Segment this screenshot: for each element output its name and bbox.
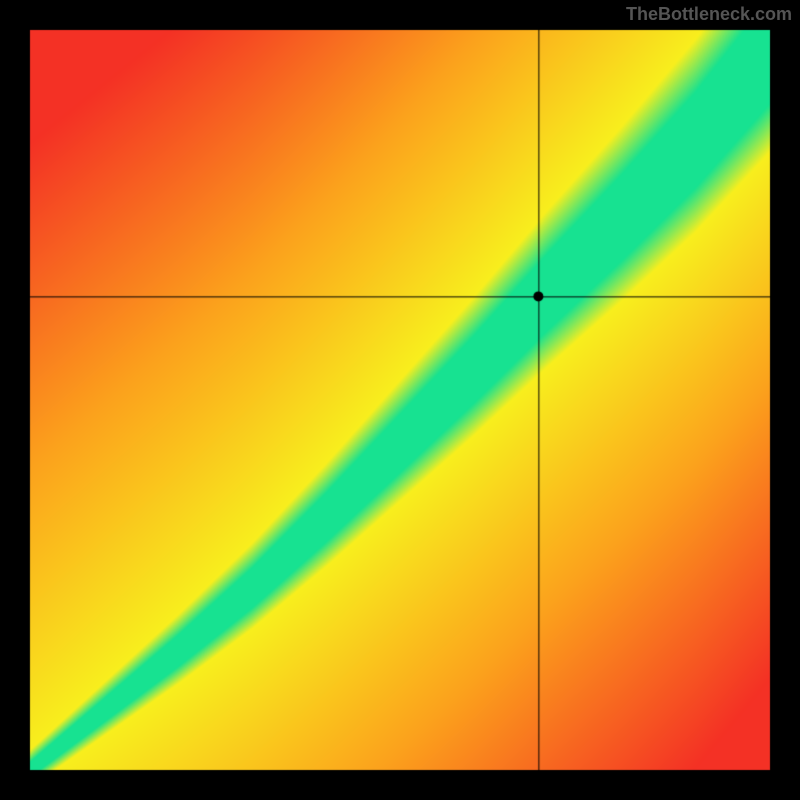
attribution-label: TheBottleneck.com [626, 4, 792, 25]
bottleneck-heatmap [0, 0, 800, 800]
chart-container: TheBottleneck.com [0, 0, 800, 800]
